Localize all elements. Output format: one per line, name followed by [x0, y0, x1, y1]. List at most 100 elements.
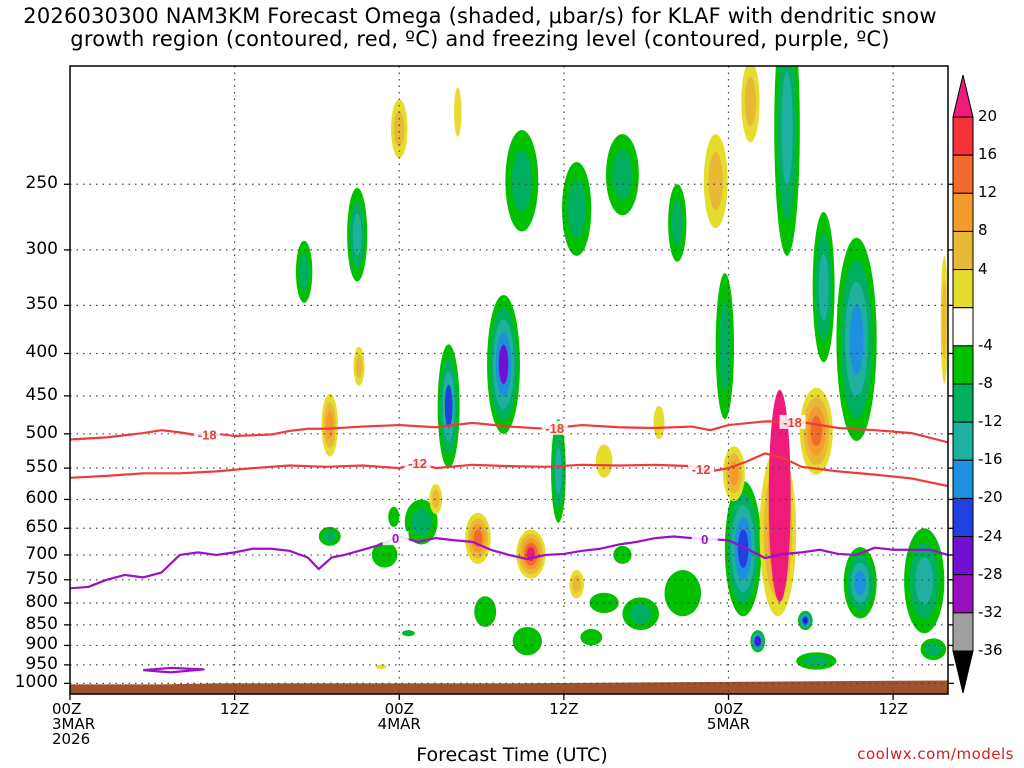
- omega-cell-39-level-m28: [756, 638, 760, 644]
- omega-cell-47-level-8: [942, 280, 947, 360]
- omega-cell-35-level-m20: [737, 529, 749, 568]
- omega-cell-33-level-16: [810, 416, 823, 447]
- omega-cell-41-level-m8: [803, 655, 829, 667]
- x-tick-label-27: 12Z: [549, 700, 579, 718]
- colorbar-label-9: -20: [978, 488, 1003, 507]
- colorbar-box-7: [952, 383, 974, 423]
- omega-cell-45-level-m4: [664, 570, 702, 617]
- contour-label-1-0: -12: [408, 456, 427, 471]
- y-tick-label-350: 350: [25, 294, 58, 315]
- contour-0-line: [70, 535, 948, 590]
- colorbar-box-9: [952, 459, 974, 499]
- x-tick-label-9: 12Z: [219, 700, 250, 718]
- y-tick-label-650: 650: [25, 517, 58, 538]
- omega-cell-2-level-m8: [299, 252, 310, 291]
- x-tick-label-0: 00Z 3MAR 2026: [52, 700, 96, 748]
- omega-cell-42-level-m16: [854, 570, 866, 596]
- contour-label-bg-2-1: [691, 531, 718, 546]
- colorbar-label-5: -4: [978, 335, 993, 354]
- colorbar-box-0: [952, 116, 974, 156]
- omega-cell-28-level-8: [708, 152, 724, 211]
- y-tick-label-750: 750: [25, 568, 58, 589]
- y-tick-label-300: 300: [25, 238, 58, 259]
- plot-frame: [69, 65, 949, 695]
- contour-label-bg-0-2: [779, 414, 806, 429]
- colorbar-box-1: [952, 154, 974, 194]
- contour-label-bg-1-0: [404, 455, 431, 470]
- colorbar-label-6: -8: [978, 374, 993, 392]
- x-tick-label-45: 12Z: [878, 700, 908, 718]
- y-tick-label-450: 450: [25, 384, 58, 405]
- colorbar: [952, 74, 974, 694]
- omega-cell-16-level-m8: [404, 631, 413, 636]
- colorbar-box-8: [952, 421, 974, 461]
- omega-cell-24-level-m8: [629, 603, 652, 624]
- omega-cell-26-level-4: [595, 444, 613, 478]
- omega-cell-34-level-8: [744, 76, 757, 127]
- colorbar-label-2: 12: [978, 183, 998, 202]
- omega-cell-40-level-m24: [803, 618, 808, 623]
- omega-cell-20-level-m4: [474, 596, 497, 627]
- omega-cell-14-level-m4: [371, 541, 398, 568]
- y-tick-label-550: 550: [25, 457, 58, 478]
- omega-cell-46-level-m4: [580, 629, 603, 646]
- contours: -18 -18 -18 -12 -12 0 0: [70, 414, 948, 674]
- contour-label-bg-0-1: [541, 420, 568, 435]
- contour-label-0-1: -18: [545, 421, 564, 436]
- y-tick-label-700: 700: [25, 543, 58, 564]
- omega-cell-27-level-4: [653, 405, 665, 440]
- contour-0-loop-line: [143, 666, 205, 674]
- colorbar-box-5: [952, 307, 974, 347]
- y-tick-label-600: 600: [25, 488, 58, 509]
- contour-label-bg-1-1: [688, 461, 715, 476]
- omega-cell-38-level-20: [768, 389, 791, 602]
- colorbar-label-3: 8: [978, 221, 988, 240]
- colorbar-label-8: -16: [978, 450, 1003, 469]
- colorbar-bottom-triangle: [952, 650, 974, 694]
- chart-title-line-2: growth region (contoured, red, ºC) and f…: [70, 27, 890, 51]
- contour-label-bg-2-0: [382, 531, 409, 546]
- omega-cell-7-level-m28: [498, 344, 509, 385]
- contour-label-2-1: 0: [701, 532, 708, 547]
- y-tick-label-800: 800: [25, 592, 58, 613]
- omega-cell-22-level-8: [572, 575, 582, 594]
- omega-cell-43-level-m12: [915, 557, 934, 605]
- omega-cell-11-level-m8: [671, 199, 683, 247]
- omega-cell-1-level-4: [454, 87, 462, 137]
- omega-cell-4-level-8: [355, 354, 363, 379]
- omega-cell-12-level-m12: [555, 447, 562, 494]
- x-tick-label-18: 00Z 4MAR: [377, 700, 421, 733]
- omega-cell-48-level-4: [375, 664, 387, 670]
- y-tick-label-500: 500: [25, 422, 58, 443]
- omega-shading: [295, 66, 948, 670]
- credit-link[interactable]: coolwx.com/models: [857, 745, 1014, 763]
- contour-label-bg-0-0: [194, 427, 221, 442]
- grid-lines: [70, 66, 948, 694]
- y-tick-label-400: 400: [25, 342, 58, 363]
- y-tick-label-950: 950: [25, 653, 58, 674]
- colorbar-box-6: [952, 345, 974, 385]
- colorbar-box-10: [952, 497, 974, 538]
- omega-cell-8-level-m8: [511, 149, 532, 212]
- contour-label-1-1: -12: [692, 462, 711, 477]
- contour--12-line: [70, 452, 948, 488]
- colorbar-label-13: -36: [978, 641, 1003, 659]
- y-tick-label-900: 900: [25, 634, 58, 655]
- colorbar-box-13: [952, 612, 974, 652]
- omega-cell-32-level-m16: [849, 303, 864, 375]
- omega-cell-29-level-m8: [719, 301, 731, 392]
- colorbar-label-0: 20: [978, 107, 998, 125]
- contour-label-0-2: -18: [783, 415, 802, 430]
- colorbar-label-4: 4: [978, 259, 988, 278]
- omega-cell-31-level-m12: [818, 253, 829, 321]
- colorbar-label-10: -24: [978, 526, 1003, 545]
- axis-ticks: [64, 183, 954, 700]
- y-tick-label-1000: 1000: [14, 672, 58, 693]
- omega-cell-21-level-m4: [512, 626, 542, 656]
- colorbar-box-11: [952, 536, 974, 576]
- omega-cell-3-level-m12: [352, 213, 362, 256]
- colorbar-label-1: 16: [978, 145, 998, 164]
- omega-cell-25-level-m4: [613, 545, 632, 564]
- colorbar-box-4: [952, 269, 974, 309]
